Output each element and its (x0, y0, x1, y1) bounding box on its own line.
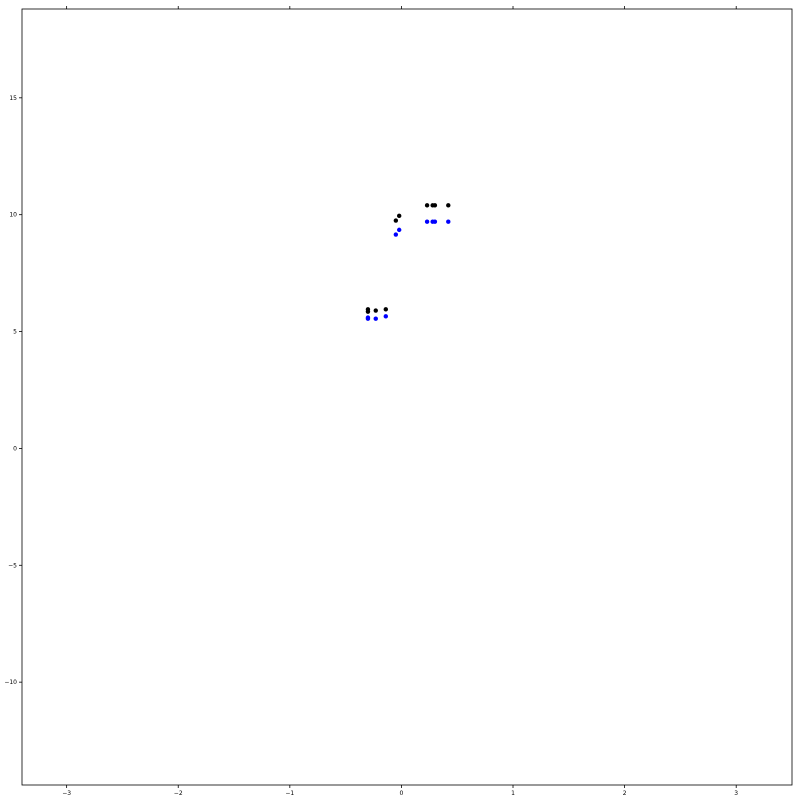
y-tick-label: −5 (8, 562, 17, 569)
y-tick-label: −10 (4, 679, 17, 686)
data-points (365, 203, 451, 321)
scatter-point (365, 316, 371, 321)
x-tick-label: −1 (285, 790, 294, 797)
scatter-point (424, 203, 430, 208)
y-tick-label: 5 (13, 329, 17, 336)
scatter-point (446, 219, 451, 224)
scatter-point (393, 218, 399, 223)
scatter-point (393, 232, 399, 237)
y-tick-label: 0 (13, 445, 17, 452)
scatter-point (373, 308, 378, 313)
scatter-point (424, 219, 430, 224)
x-tick-label: 1 (511, 790, 515, 797)
scatter-point (365, 309, 371, 314)
scatter-point (432, 219, 438, 224)
scatter-point (432, 203, 438, 208)
x-tick-label: 3 (734, 790, 738, 797)
axes-frame (21, 8, 793, 786)
y-tick-label: 15 (9, 95, 17, 102)
scatter-point (446, 203, 451, 208)
scatter-point (383, 307, 388, 312)
scatter-point (396, 213, 402, 219)
x-tick-label: −3 (62, 790, 71, 797)
scatter-point (383, 314, 388, 319)
scatter-point (373, 316, 378, 321)
scatter-point (396, 227, 402, 233)
x-tick-label: −2 (174, 790, 183, 797)
x-tick-label: 0 (400, 790, 404, 797)
y-tick-label: 10 (9, 212, 17, 219)
plot-area-border (21, 8, 793, 786)
y-axis: −10 −5 0 5 10 15 (4, 95, 22, 686)
x-axis: −3 −2 −1 0 1 2 3 (62, 6, 738, 797)
x-tick-label: 2 (623, 790, 627, 797)
